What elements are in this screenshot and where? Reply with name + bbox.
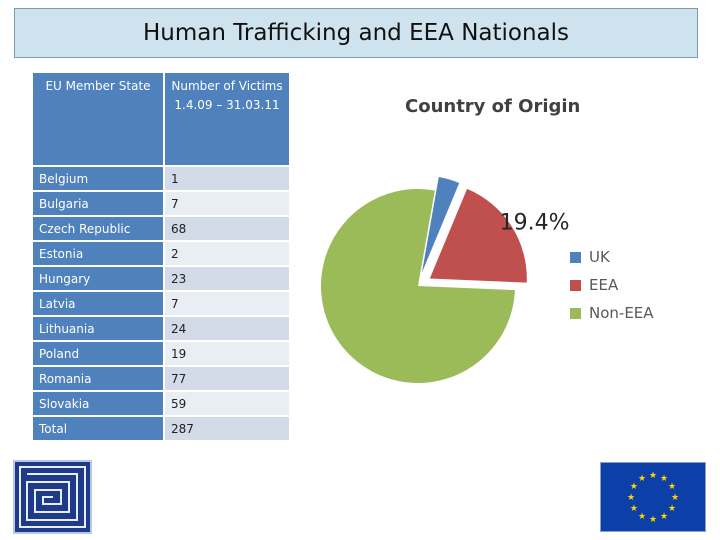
victims-cell: 77 — [163, 365, 291, 392]
state-cell: Belgium — [31, 165, 165, 192]
victims-cell: 24 — [163, 315, 291, 342]
victims-cell: 1 — [163, 165, 291, 192]
legend-swatch — [570, 279, 581, 291]
star-icon: ★ — [638, 511, 646, 521]
table-row: Poland 19 — [31, 340, 291, 367]
star-icon: ★ — [671, 492, 679, 502]
pie-slice-non-eea — [321, 189, 515, 383]
star-icon: ★ — [627, 492, 635, 502]
legend-swatch — [570, 251, 581, 263]
table-row: Lithuania 24 — [31, 315, 291, 342]
legend-swatch — [570, 307, 581, 319]
pie-slice-uk — [421, 177, 460, 273]
table-row: Czech Republic 68 — [31, 215, 291, 242]
state-cell: Hungary — [31, 265, 165, 292]
victims-table: EU Member State Number of Victims 1.4.09 … — [31, 71, 291, 442]
star-icon: ★ — [660, 511, 668, 521]
state-cell: Bulgaria — [31, 190, 165, 217]
pie-slice-eea — [429, 188, 527, 283]
star-icon: ★ — [668, 481, 676, 491]
legend-item-eea: EEA — [570, 271, 654, 299]
state-cell: Romania — [31, 365, 165, 392]
legend-item-uk: UK — [570, 243, 654, 271]
legend-label: EEA — [589, 276, 619, 294]
legend-label: UK — [589, 248, 610, 266]
origin-pie-chart: 19.4% — [321, 177, 570, 383]
star-icon: ★ — [630, 503, 638, 513]
chart-legend: UK EEA Non-EEA — [570, 243, 654, 327]
victims-cell: 59 — [163, 390, 291, 417]
data-label-eea: 19.4% — [500, 210, 570, 235]
state-cell: Estonia — [31, 240, 165, 267]
victims-cell: 2 — [163, 240, 291, 267]
table-row: Estonia 2 — [31, 240, 291, 267]
victims-cell: 68 — [163, 215, 291, 242]
table-row: Hungary 23 — [31, 265, 291, 292]
table-row: Total 287 — [31, 415, 291, 442]
table-row: Romania 77 — [31, 365, 291, 392]
maze-logo — [13, 460, 92, 534]
table-row: Bulgaria 7 — [31, 190, 291, 217]
table-row: Slovakia 59 — [31, 390, 291, 417]
star-icon: ★ — [660, 473, 668, 483]
table-row: Belgium 1 — [31, 165, 291, 192]
victims-cell: 23 — [163, 265, 291, 292]
col-header-victims: Number of Victims 1.4.09 – 31.03.11 — [163, 71, 291, 167]
slide-title: Human Trafficking and EEA Nationals — [14, 8, 698, 58]
state-cell: Lithuania — [31, 315, 165, 342]
state-cell: Slovakia — [31, 390, 165, 417]
star-icon: ★ — [649, 470, 657, 480]
star-icon: ★ — [630, 481, 638, 491]
state-cell: Total — [31, 415, 165, 442]
victims-cell: 7 — [163, 190, 291, 217]
state-cell: Poland — [31, 340, 165, 367]
state-cell: Czech Republic — [31, 215, 165, 242]
victims-cell: 19 — [163, 340, 291, 367]
victims-cell: 287 — [163, 415, 291, 442]
star-icon: ★ — [668, 503, 676, 513]
legend-label: Non-EEA — [589, 304, 654, 322]
table-row: Latvia 7 — [31, 290, 291, 317]
star-icon: ★ — [649, 514, 657, 524]
legend-item-non-eea: Non-EEA — [570, 299, 654, 327]
star-icon: ★ — [638, 473, 646, 483]
eu-flag-logo: ★ ★ ★ ★ ★ ★ ★ ★ ★ ★ ★ ★ — [600, 462, 706, 532]
col-header-state: EU Member State — [31, 71, 165, 167]
chart-title: Country of Origin — [405, 96, 581, 117]
state-cell: Latvia — [31, 290, 165, 317]
victims-cell: 7 — [163, 290, 291, 317]
